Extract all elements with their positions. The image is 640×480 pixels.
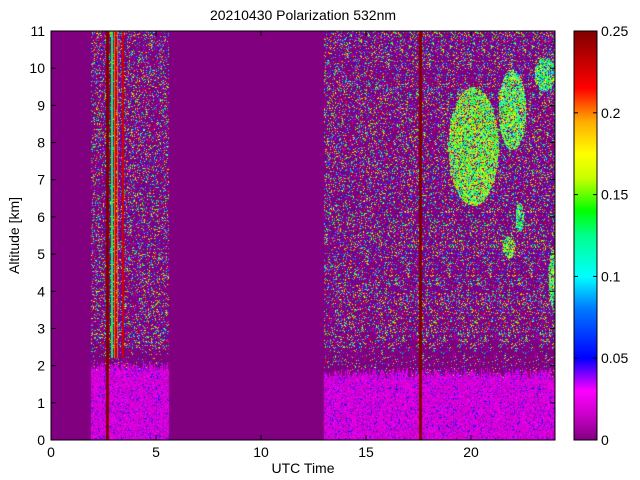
colorbar-tick-label: 0.2	[601, 105, 621, 121]
y-axis-label: Altitude [km]	[6, 197, 22, 274]
y-tick-label: 11	[30, 23, 45, 39]
y-tick-label: 8	[37, 135, 45, 151]
plot-frame	[50, 30, 556, 441]
colorbar-tick-label: 0.1	[601, 268, 621, 284]
y-tick-label: 7	[37, 172, 45, 188]
y-tick-label: 5	[37, 246, 45, 262]
x-tick-label: 20	[463, 444, 479, 460]
y-tick-label: 2	[37, 358, 45, 374]
heatmap-image	[51, 31, 555, 440]
y-tick-label: 1	[37, 395, 45, 411]
chart-title: 20210430 Polarization 532nm	[210, 7, 396, 23]
x-tick-label: 15	[358, 444, 374, 460]
y-axis: 0 1 2 3 4 5 6 7 8 9 10 11	[29, 23, 555, 448]
x-tick-label: 10	[253, 444, 269, 460]
y-tick-label: 6	[37, 209, 45, 225]
y-tick-label: 4	[37, 283, 45, 299]
colorbar: 0 0.05 0.1 0.15 0.2 0.25	[573, 23, 628, 448]
x-axis-label: UTC Time	[272, 460, 335, 476]
y-tick-label: 3	[37, 320, 45, 336]
y-tick-label: 9	[37, 97, 45, 113]
y-tick-label: 10	[29, 60, 45, 76]
colorbar-tick-label: 0.25	[601, 23, 628, 39]
colorbar-tick-label: 0.15	[601, 187, 628, 203]
colorbar-tick-label: 0	[601, 432, 609, 448]
x-tick-label: 0	[47, 444, 55, 460]
x-axis: 0 5 10 15 20	[47, 31, 479, 460]
y-tick-label: 0	[37, 432, 45, 448]
x-tick-label: 5	[152, 444, 160, 460]
colorbar-gradient	[573, 30, 598, 441]
colorbar-tick-label: 0.05	[601, 350, 628, 366]
